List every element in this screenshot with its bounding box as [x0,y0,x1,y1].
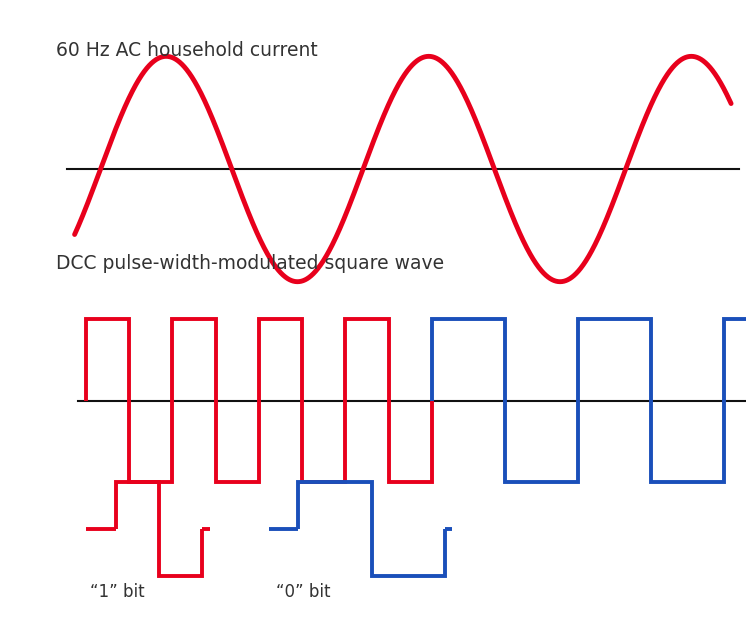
Text: DCC pulse-width-modulated square wave: DCC pulse-width-modulated square wave [56,254,444,272]
Text: 60 Hz AC household current: 60 Hz AC household current [56,41,318,59]
Text: “1” bit: “1” bit [90,583,144,601]
Text: “0” bit: “0” bit [276,583,330,601]
